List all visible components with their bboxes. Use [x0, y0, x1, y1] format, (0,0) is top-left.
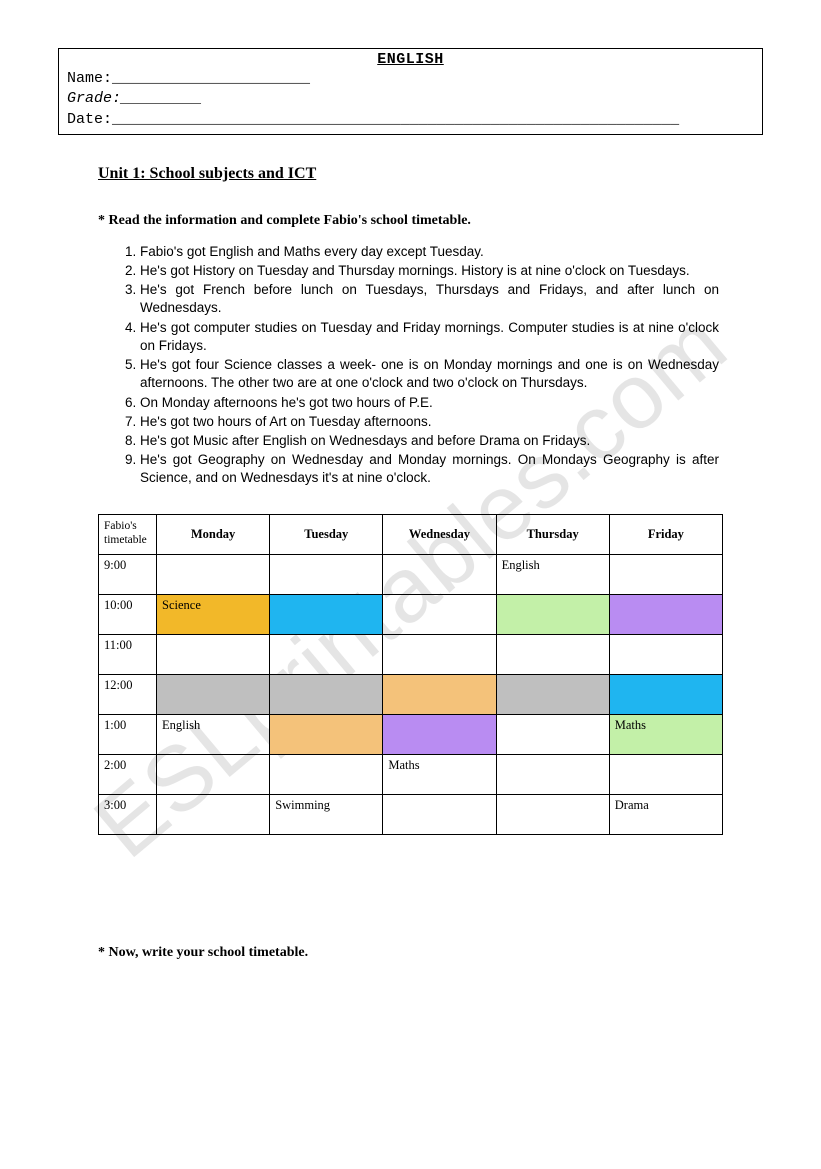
timetable-cell [270, 554, 383, 594]
timetable-cell [270, 754, 383, 794]
page: ENGLISH Name:______________________ Grad… [0, 0, 821, 961]
clue-item: He's got two hours of Art on Tuesday aft… [140, 413, 723, 431]
clues-list: Fabio's got English and Maths every day … [98, 243, 723, 488]
timetable-cell [270, 594, 383, 634]
table-row: 2:00 Maths [99, 754, 723, 794]
time-cell: 1:00 [99, 714, 157, 754]
timetable-cell [496, 634, 609, 674]
timetable-cell [609, 754, 722, 794]
timetable-cell [383, 794, 496, 834]
timetable-cell: Maths [383, 754, 496, 794]
timetable-cell: Science [157, 594, 270, 634]
timetable-cell [383, 714, 496, 754]
date-line: Date:___________________________________… [67, 110, 754, 130]
timetable-corner: Fabio's timetable [99, 514, 157, 554]
timetable-cell [496, 754, 609, 794]
instruction-1: * Read the information and complete Fabi… [98, 213, 723, 229]
time-cell: 10:00 [99, 594, 157, 634]
table-row: 10:00Science [99, 594, 723, 634]
timetable-cell: Drama [609, 794, 722, 834]
timetable: Fabio's timetable Monday Tuesday Wednesd… [98, 514, 723, 835]
timetable-cell [609, 634, 722, 674]
timetable-cell [157, 794, 270, 834]
time-cell: 3:00 [99, 794, 157, 834]
timetable-cell [270, 674, 383, 714]
table-row: 12:00 [99, 674, 723, 714]
name-label: Name: [67, 70, 112, 87]
clue-item: He's got computer studies on Tuesday and… [140, 319, 723, 355]
date-label: Date: [67, 111, 112, 128]
timetable-cell [496, 594, 609, 634]
header-title: ENGLISH [67, 51, 754, 68]
grade-blank: _________ [121, 90, 202, 107]
day-header: Thursday [496, 514, 609, 554]
day-header: Monday [157, 514, 270, 554]
instruction-2: * Now, write your school timetable. [58, 945, 763, 961]
timetable-cell [157, 754, 270, 794]
day-header: Wednesday [383, 514, 496, 554]
grade-label: Grade: [67, 90, 121, 107]
header-box: ENGLISH Name:______________________ Grad… [58, 48, 763, 135]
day-header: Tuesday [270, 514, 383, 554]
unit-title: Unit 1: School subjects and ICT [98, 165, 723, 183]
table-row: 1:00English Maths [99, 714, 723, 754]
timetable-cell [496, 714, 609, 754]
clue-item: He's got Geography on Wednesday and Mond… [140, 451, 723, 487]
clue-item: He's got History on Tuesday and Thursday… [140, 262, 723, 280]
timetable-cell [157, 554, 270, 594]
clue-item: Fabio's got English and Maths every day … [140, 243, 723, 261]
clue-item: He's got Music after English on Wednesda… [140, 432, 723, 450]
timetable-header-row: Fabio's timetable Monday Tuesday Wednesd… [99, 514, 723, 554]
grade-line: Grade:_________ [67, 89, 754, 109]
timetable-cell: English [157, 714, 270, 754]
timetable-cell [157, 674, 270, 714]
timetable-cell [609, 554, 722, 594]
clue-item: He's got four Science classes a week- on… [140, 356, 723, 392]
timetable-cell [383, 634, 496, 674]
time-cell: 11:00 [99, 634, 157, 674]
clue-item: He's got French before lunch on Tuesdays… [140, 281, 723, 317]
timetable-cell [383, 594, 496, 634]
name-blank: ______________________ [112, 70, 310, 87]
timetable-cell [157, 634, 270, 674]
date-blank: ________________________________________… [112, 111, 679, 128]
day-header: Friday [609, 514, 722, 554]
timetable-cell: Maths [609, 714, 722, 754]
content: Unit 1: School subjects and ICT * Read t… [58, 165, 763, 835]
table-row: 11:00 [99, 634, 723, 674]
time-cell: 12:00 [99, 674, 157, 714]
timetable-cell [496, 674, 609, 714]
table-row: 3:00 Swimming Drama [99, 794, 723, 834]
timetable-cell [383, 554, 496, 594]
timetable-cell [383, 674, 496, 714]
name-line: Name:______________________ [67, 69, 754, 89]
timetable-cell: English [496, 554, 609, 594]
timetable-cell [609, 674, 722, 714]
timetable-cell [270, 714, 383, 754]
timetable-cell [270, 634, 383, 674]
timetable-cell [496, 794, 609, 834]
time-cell: 2:00 [99, 754, 157, 794]
table-row: 9:00 English [99, 554, 723, 594]
time-cell: 9:00 [99, 554, 157, 594]
clue-item: On Monday afternoons he's got two hours … [140, 394, 723, 412]
timetable-cell [609, 594, 722, 634]
timetable-cell: Swimming [270, 794, 383, 834]
